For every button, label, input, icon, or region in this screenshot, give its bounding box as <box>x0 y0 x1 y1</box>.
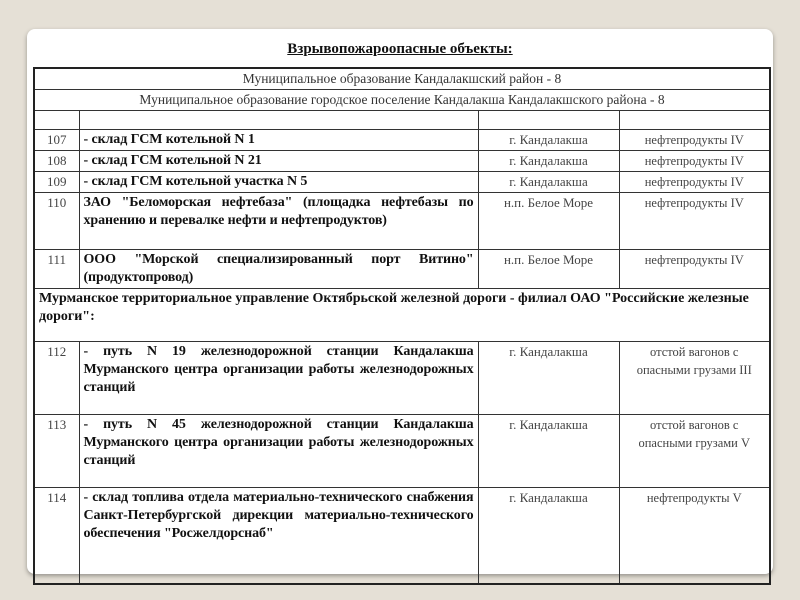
object-location: н.п. Белое Море <box>477 192 620 250</box>
object-name: - склад ГСМ котельной N 1 <box>78 129 479 151</box>
table-row: 109 - склад ГСМ котельной участка N 5 г.… <box>33 171 771 193</box>
object-location: н.п. Белое Море <box>477 249 620 289</box>
object-location: г. Кандалакша <box>477 414 620 488</box>
object-location: г. Кандалакша <box>477 341 620 415</box>
row-number: 113 <box>33 414 80 488</box>
table-row: 108 - склад ГСМ котельной N 21 г. Кандал… <box>33 150 771 172</box>
table-row: 112 - путь N 19 железнодорожной станции … <box>33 341 771 415</box>
row-number: 111 <box>33 249 80 289</box>
row-number: 110 <box>33 192 80 250</box>
object-location: г. Кандалакша <box>477 487 620 584</box>
object-type: нефтепродукты IV <box>618 192 771 250</box>
object-name: ЗАО "Беломорская нефтебаза" (площадка не… <box>78 192 479 250</box>
object-type: отстой вагонов с опасными грузами III <box>618 341 771 415</box>
object-type: нефтепродукты IV <box>618 171 771 193</box>
page-title: Взрывопожароопасные объекты: <box>287 41 513 57</box>
district-header: Муниципальное образование Кандалакшский … <box>33 67 771 90</box>
table-row: 107 - склад ГСМ котельной N 1 г. Кандала… <box>33 129 771 151</box>
row-number: 114 <box>33 487 80 584</box>
object-location: г. Кандалакша <box>477 129 620 151</box>
object-location: г. Кандалакша <box>477 171 620 193</box>
object-location: г. Кандалакша <box>477 150 620 172</box>
object-type: нефтепродукты V <box>618 487 771 584</box>
object-type: нефтепродукты IV <box>618 249 771 289</box>
row-number: 109 <box>33 171 80 193</box>
section-header: Мурманское территориальное управление Ок… <box>33 288 771 342</box>
object-name: - путь N 19 железнодорожной станции Канд… <box>78 341 479 415</box>
row-number: 107 <box>33 129 80 151</box>
object-type: отстой вагонов с опасными грузами V <box>618 414 771 488</box>
object-type: нефтепродукты IV <box>618 129 771 151</box>
object-name: ООО "Морской специализированный порт Вит… <box>78 249 479 289</box>
table-row: 113 - путь N 45 железнодорожной станции … <box>33 414 771 488</box>
object-name: - склад ГСМ котельной N 21 <box>78 150 479 172</box>
object-type: нефтепродукты IV <box>618 150 771 172</box>
table-row: 110 ЗАО "Беломорская нефтебаза" (площадк… <box>33 192 771 250</box>
row-number: 112 <box>33 341 80 415</box>
objects-table: Муниципальное образование Кандалакшский … <box>33 67 771 585</box>
object-name: - путь N 45 железнодорожной станции Канд… <box>78 414 479 488</box>
table-row: 111 ООО "Морской специализированный порт… <box>33 249 771 289</box>
settlement-header: Муниципальное образование городское посе… <box>33 89 771 111</box>
empty-row <box>33 110 771 130</box>
object-name: - склад топлива отдела материально-техни… <box>78 487 479 584</box>
table-row: 114 - склад топлива отдела материально-т… <box>33 487 771 584</box>
row-number: 108 <box>33 150 80 172</box>
object-name: - склад ГСМ котельной участка N 5 <box>78 171 479 193</box>
